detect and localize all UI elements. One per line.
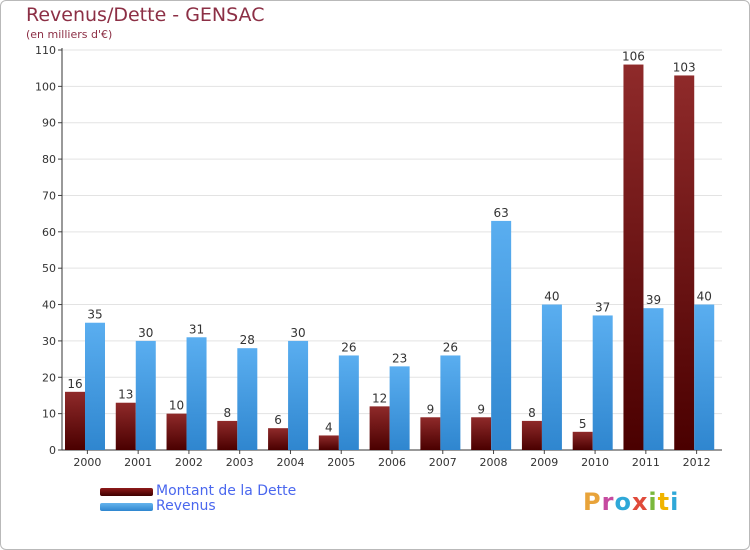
data-label-dette: 9 xyxy=(477,402,485,416)
data-label-revenus: 26 xyxy=(443,340,458,354)
bar-revenus xyxy=(186,337,207,450)
bar-dette xyxy=(115,402,136,450)
x-tick-label: 2012 xyxy=(683,456,711,469)
bar-dette xyxy=(65,391,85,450)
bar-revenus xyxy=(491,220,512,450)
bar-revenus xyxy=(694,304,715,450)
x-tick-label: 2006 xyxy=(378,456,406,469)
data-label-revenus: 39 xyxy=(646,293,661,307)
data-label-dette: 10 xyxy=(169,399,184,413)
y-tick-label: 10 xyxy=(42,408,56,421)
data-label-revenus: 26 xyxy=(341,340,356,354)
bar-dette xyxy=(318,435,339,450)
data-label-dette: 8 xyxy=(528,406,536,420)
data-label-revenus: 31 xyxy=(189,322,204,336)
y-tick-label: 30 xyxy=(42,335,56,348)
data-label-revenus: 23 xyxy=(392,351,407,365)
y-tick-label: 20 xyxy=(42,371,56,384)
bar-dette xyxy=(420,417,441,450)
data-label-revenus: 40 xyxy=(544,290,559,304)
y-tick-label: 110 xyxy=(35,44,56,57)
bar-revenus xyxy=(592,315,613,450)
bar-dette xyxy=(217,420,238,450)
y-tick-label: 70 xyxy=(42,189,56,202)
y-tick-label: 100 xyxy=(35,80,56,93)
data-label-dette: 103 xyxy=(673,60,696,74)
bar-dette xyxy=(521,420,542,450)
x-tick-label: 2001 xyxy=(124,456,152,469)
x-tick-label: 2003 xyxy=(226,456,254,469)
x-tick-label: 2008 xyxy=(480,456,508,469)
bar-revenus xyxy=(237,348,258,450)
chart-title: Revenus/Dette - GENSAC xyxy=(26,4,265,26)
data-label-dette: 6 xyxy=(274,413,282,427)
bar-dette xyxy=(623,64,644,450)
data-label-dette: 9 xyxy=(427,402,435,416)
y-tick-label: 90 xyxy=(42,117,56,130)
y-tick-label: 0 xyxy=(49,444,56,457)
x-tick-label: 2009 xyxy=(530,456,558,469)
bar-dette xyxy=(369,406,390,450)
bar-revenus xyxy=(440,355,461,450)
data-label-dette: 5 xyxy=(579,417,587,431)
x-tick-label: 2005 xyxy=(327,456,355,469)
x-tick-label: 2004 xyxy=(276,456,304,469)
bar-revenus xyxy=(389,366,410,450)
data-label-dette: 16 xyxy=(67,377,82,391)
data-label-dette: 106 xyxy=(622,50,645,64)
data-label-dette: 4 xyxy=(325,420,333,434)
bar-dette xyxy=(572,431,593,450)
legend-label-revenus: Revenus xyxy=(156,498,216,514)
bar-dette xyxy=(268,428,289,450)
x-tick-label: 2011 xyxy=(632,456,660,469)
data-label-dette: 13 xyxy=(118,388,133,402)
bar-revenus xyxy=(643,308,664,450)
y-tick-label: 80 xyxy=(42,153,56,166)
proxiti-logo: Proxiti xyxy=(583,488,680,516)
data-label-dette: 8 xyxy=(223,406,231,420)
legend-swatch-revenus xyxy=(100,503,153,511)
data-label-dette: 12 xyxy=(372,391,387,405)
bar-dette xyxy=(471,417,492,450)
data-label-revenus: 30 xyxy=(290,326,305,340)
data-label-revenus: 35 xyxy=(87,308,102,322)
data-label-revenus: 37 xyxy=(595,300,610,314)
data-label-revenus: 40 xyxy=(697,290,712,304)
data-label-revenus: 28 xyxy=(240,333,255,347)
bar-dette xyxy=(166,413,187,450)
x-tick-label: 2010 xyxy=(581,456,609,469)
bar-revenus xyxy=(85,322,105,450)
bar-revenus xyxy=(541,304,562,450)
y-tick-label: 60 xyxy=(42,226,56,239)
legend-label-dette: Montant de la Dette xyxy=(156,483,297,499)
legend-swatch-dette xyxy=(100,488,153,496)
data-label-revenus: 30 xyxy=(138,326,153,340)
bar-revenus xyxy=(288,340,309,450)
y-tick-label: 50 xyxy=(42,262,56,275)
chart-subtitle: (en milliers d'€) xyxy=(26,28,113,41)
bar-revenus xyxy=(135,340,156,450)
x-tick-label: 2000 xyxy=(73,456,101,469)
bar-revenus xyxy=(338,355,359,450)
data-label-revenus: 63 xyxy=(494,206,509,220)
x-tick-label: 2007 xyxy=(429,456,457,469)
x-tick-label: 2002 xyxy=(175,456,203,469)
y-tick-label: 40 xyxy=(42,299,56,312)
bar-dette xyxy=(674,75,695,451)
